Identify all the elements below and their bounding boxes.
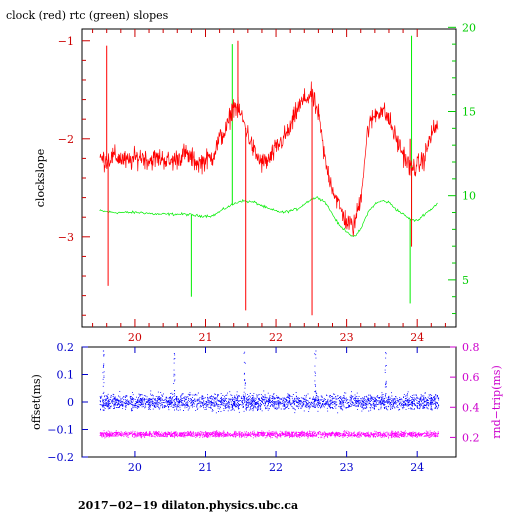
y-left-tick-label: −2 — [58, 133, 74, 146]
x-tick-label: 23 — [340, 461, 354, 474]
bottom-left-axis: 0.2 0.1 0 −0.1 −0.2 — [47, 341, 88, 464]
y-left-tick-label: 0.2 — [57, 341, 75, 354]
y-right-tick-label: 10 — [462, 190, 476, 203]
x-tick-label: 22 — [269, 461, 283, 474]
rtc-series — [99, 35, 438, 304]
y-left-tick-label: 0 — [67, 396, 74, 409]
y-right-tick-label: 5 — [462, 274, 469, 287]
x-tick-label: 21 — [198, 331, 212, 344]
y-right-tick-label: 20 — [462, 21, 476, 34]
offset-series — [99, 350, 440, 414]
x-tick-label: 22 — [269, 331, 283, 344]
x-tick-label: 20 — [128, 331, 142, 344]
chart-title: clock (red) rtc (green) slopes — [6, 9, 169, 22]
footer-label: 2017−02−19 dilaton.physics.ubc.ca — [78, 499, 298, 512]
rtc-line — [99, 196, 438, 237]
bottom-y-axis-label: offset(ms) — [30, 374, 43, 430]
rnd-trip-points — [99, 430, 439, 439]
clock-line — [99, 81, 439, 237]
top-y-axis-label: clockslope — [34, 149, 47, 207]
y-left-tick-label: −1 — [58, 35, 74, 48]
y-right-tick-label: 15 — [462, 105, 476, 118]
top-plot-frame — [81, 28, 457, 328]
bottom-right-axis: 0.8 0.6 0.4 0.2 — [450, 341, 480, 444]
y-right-tick-label: 0.6 — [462, 371, 480, 384]
y-left-tick-label: −3 — [58, 231, 74, 244]
bottom-x-axis: 20 21 22 23 24 — [128, 347, 424, 474]
offset-points — [99, 350, 440, 414]
top-left-axis: −1 −2 −3 — [58, 35, 90, 316]
y-right-tick-label: 0.2 — [462, 431, 480, 444]
top-panel: clock (red) rtc (green) slopes 20 21 22 23 2… — [6, 9, 476, 344]
y-right-tick-label: 0.4 — [462, 401, 480, 414]
top-x-axis: 20 21 22 23 24 — [92, 29, 446, 344]
y-left-tick-label: 0.1 — [57, 369, 75, 382]
y-left-tick-label: −0.1 — [47, 424, 74, 437]
y-left-tick-label: −0.2 — [47, 451, 74, 464]
x-tick-label: 24 — [410, 461, 424, 474]
x-tick-label: 24 — [410, 331, 424, 344]
y-right-tick-label: 0.8 — [462, 341, 480, 354]
rnd-trip-series — [99, 430, 439, 439]
x-tick-label: 20 — [128, 461, 142, 474]
x-tick-label: 21 — [198, 461, 212, 474]
x-tick-label: 23 — [340, 331, 354, 344]
bottom-right-axis-label: rnd−trip(ms) — [490, 365, 503, 439]
top-right-axis: 5 10 15 20 — [448, 21, 476, 315]
clock-series — [99, 40, 439, 316]
bottom-panel: 20 21 22 23 24 0.2 0.1 0 −0.1 −0.2 0.8 0.6 0.4 0.2 … — [30, 341, 503, 474]
